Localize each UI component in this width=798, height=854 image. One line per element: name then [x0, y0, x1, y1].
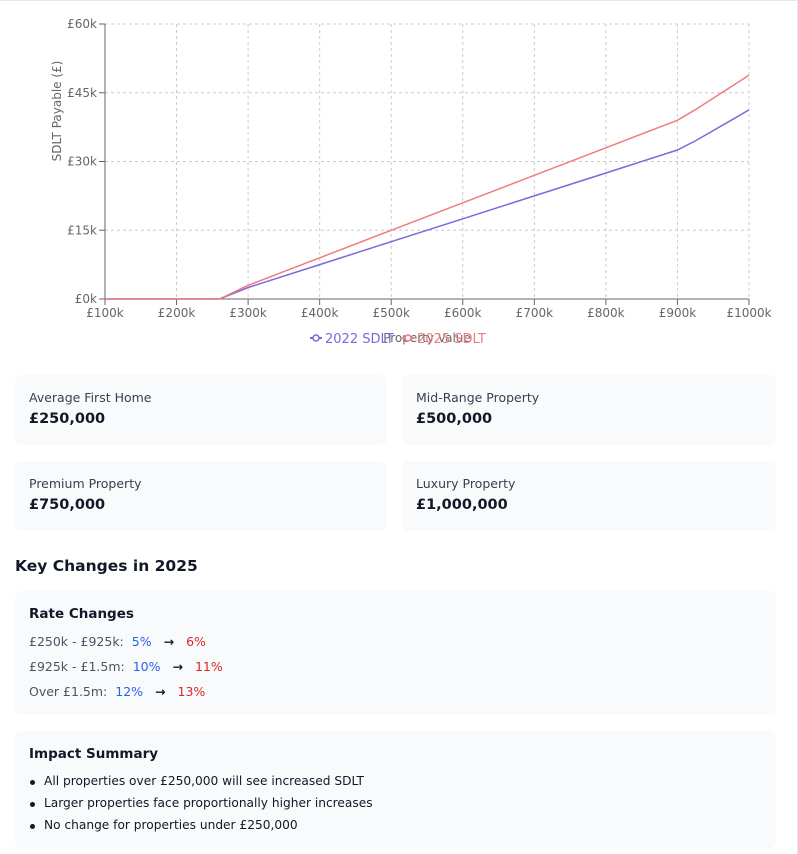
rate-new: 11% [194, 659, 223, 674]
property-card-premium: Premium Property £750,000 [15, 461, 387, 531]
rate-changes-title: Rate Changes [29, 606, 134, 622]
rate-changes-panel: Rate Changes £250k - £925k: 5% → 6% £925… [15, 591, 776, 715]
property-card-mid-range: Mid-Range Property £500,000 [402, 375, 776, 445]
property-card-value: £250,000 [29, 411, 106, 427]
arrow-right-icon: → [163, 634, 175, 649]
x-tick-label: £400k [301, 306, 339, 320]
impact-summary-panel: Impact Summary All properties over £250,… [15, 731, 776, 848]
y-tick-labels: £0k £15k £30k £45k £60k [67, 17, 105, 306]
rate-band: Over £1.5m: [29, 684, 108, 699]
y-tick-label: £60k [67, 17, 97, 31]
x-tick-label: £900k [659, 306, 697, 320]
x-tick-label: £1000k [726, 306, 771, 320]
y-tick-label: £15k [67, 223, 97, 237]
x-tick-label: £300k [229, 306, 267, 320]
rate-old: 5% [131, 634, 152, 649]
property-card-first-home: Average First Home £250,000 [15, 375, 387, 445]
legend-marker-icon [312, 334, 320, 342]
x-tick-label: £100k [86, 306, 124, 320]
x-axis-label: Property Value [383, 331, 471, 345]
impact-summary-list: All properties over £250,000 will see in… [29, 774, 762, 832]
property-card-value: £750,000 [29, 497, 106, 513]
y-tick-label: £45k [67, 86, 97, 100]
property-card-label: Luxury Property [416, 476, 516, 491]
x-tick-label: £800k [587, 306, 625, 320]
list-item: All properties over £250,000 will see in… [30, 774, 762, 788]
property-card-label: Mid-Range Property [416, 390, 540, 405]
legend-marker-icon [404, 334, 412, 342]
x-tick-label: £200k [158, 306, 196, 320]
impact-summary-title: Impact Summary [29, 746, 159, 762]
rate-row: £250k - £925k: 5% → 6% [29, 634, 762, 649]
property-card-value: £500,000 [416, 411, 493, 427]
rate-new: 13% [177, 684, 206, 699]
list-item: Larger properties face proportionally hi… [30, 796, 762, 810]
y-tick-label: £0k [75, 292, 97, 306]
legend-label: 2022 SDLT [325, 332, 394, 347]
rate-band: £250k - £925k: [29, 634, 124, 649]
x-tick-label: £500k [372, 306, 410, 320]
series-line [105, 74, 750, 300]
arrow-right-icon: → [172, 659, 183, 674]
rate-new: 6% [186, 634, 206, 649]
x-tick-label: £700k [516, 306, 554, 320]
legend-item[interactable]: 2025 SDLT [402, 332, 486, 347]
rate-old: 12% [115, 684, 144, 699]
property-card-label: Premium Property [29, 476, 142, 491]
x-tick-labels: £100k £200k £300k £400k £500k £600k £700k £800k… [86, 299, 772, 320]
rate-old: 10% [132, 659, 161, 674]
series-line [105, 109, 750, 300]
chart-grid [105, 23, 750, 299]
chart-legend[interactable]: 2022 SDLT 2025 SDLT [310, 332, 486, 347]
sdlt-line-chart: £0k £15k £30k £45k £60k £100k £200k £300k £400k… [50, 17, 772, 347]
x-tick-label: £600k [444, 306, 482, 320]
rate-band: £925k - £1.5m: [29, 659, 125, 674]
rate-row: Over £1.5m: 12% → 13% [29, 684, 762, 699]
y-tick-label: £30k [67, 155, 97, 169]
chart-series-lines [105, 74, 750, 300]
key-changes-title: Key Changes in 2025 [15, 557, 198, 575]
legend-label: 2025 SDLT [417, 332, 486, 347]
property-card-value: £1,000,000 [416, 497, 508, 513]
rate-row: £925k - £1.5m: 10% → 11% [29, 659, 762, 674]
property-card-label: Average First Home [29, 390, 152, 405]
arrow-right-icon: → [155, 684, 166, 699]
list-item: No change for properties under £250,000 [30, 818, 762, 832]
legend-item[interactable]: 2022 SDLT [310, 332, 394, 347]
property-card-luxury: Luxury Property £1,000,000 [402, 461, 776, 531]
y-axis-label: SDLT Payable (£) [50, 61, 64, 162]
